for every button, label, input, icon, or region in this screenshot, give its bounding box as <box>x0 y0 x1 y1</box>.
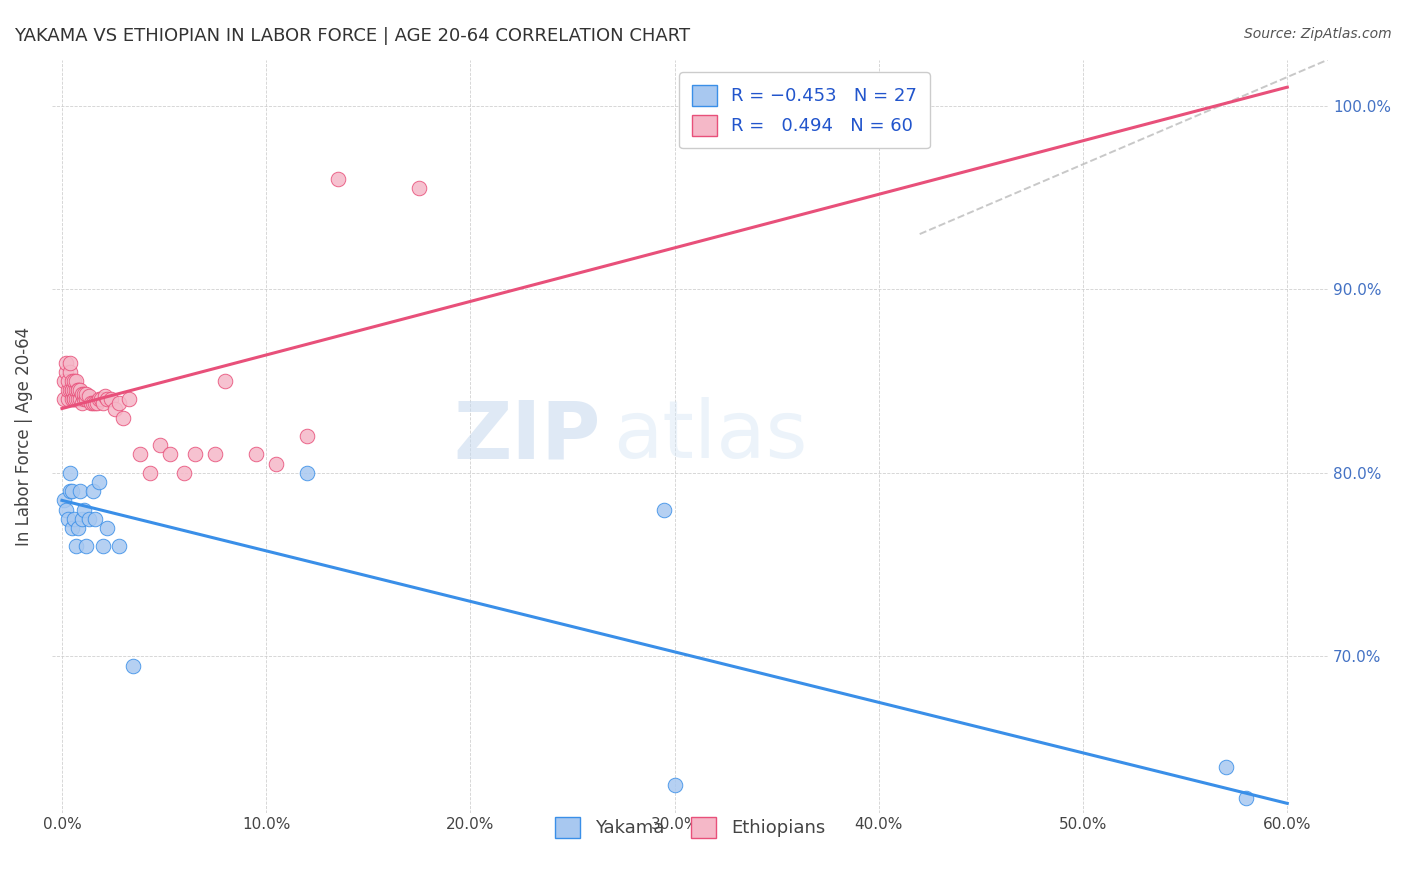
Y-axis label: In Labor Force | Age 20-64: In Labor Force | Age 20-64 <box>15 326 32 546</box>
Point <box>53 493 76 508</box>
Point <box>56 374 79 388</box>
Text: atlas: atlas <box>613 397 807 475</box>
Point <box>67 383 90 397</box>
Point <box>183 447 205 461</box>
Point <box>83 396 105 410</box>
Point <box>72 396 94 410</box>
Text: ZIP: ZIP <box>453 397 600 475</box>
Point <box>60 383 83 397</box>
Point <box>91 539 114 553</box>
Point <box>1215 759 1237 773</box>
Point <box>65 539 87 553</box>
Point <box>1236 790 1258 805</box>
Point <box>108 539 131 553</box>
Point <box>63 374 86 388</box>
Point <box>75 392 97 407</box>
Point <box>204 447 226 461</box>
Point <box>75 539 97 553</box>
Point <box>75 387 97 401</box>
Point <box>60 521 83 535</box>
Point <box>63 512 86 526</box>
Point <box>73 502 96 516</box>
Point <box>91 396 114 410</box>
Point <box>73 387 96 401</box>
Point <box>65 383 87 397</box>
Point <box>87 475 110 489</box>
Point <box>82 484 104 499</box>
Point <box>69 392 91 407</box>
Point <box>77 389 100 403</box>
Point <box>326 172 349 186</box>
Point <box>100 392 122 407</box>
Point <box>173 466 195 480</box>
Point <box>295 429 318 443</box>
Point <box>104 401 127 416</box>
Point <box>53 374 76 388</box>
Point <box>67 521 90 535</box>
Point <box>56 383 79 397</box>
Point <box>90 392 112 407</box>
Point <box>96 392 118 407</box>
Text: YAKAMA VS ETHIOPIAN IN LABOR FORCE | AGE 20-64 CORRELATION CHART: YAKAMA VS ETHIOPIAN IN LABOR FORCE | AGE… <box>14 27 690 45</box>
Point <box>65 392 87 407</box>
Point <box>63 383 86 397</box>
Point <box>63 392 86 407</box>
Point <box>55 356 77 370</box>
Point <box>295 466 318 480</box>
Point <box>59 356 82 370</box>
Point <box>128 447 150 461</box>
Point <box>72 387 94 401</box>
Point <box>118 392 141 407</box>
Point <box>94 389 117 403</box>
Point <box>56 512 79 526</box>
Text: Source: ZipAtlas.com: Source: ZipAtlas.com <box>1244 27 1392 41</box>
Point <box>60 374 83 388</box>
Point <box>86 396 108 410</box>
Point <box>266 457 288 471</box>
Point <box>139 466 162 480</box>
Legend: Yakama, Ethiopians: Yakama, Ethiopians <box>548 810 832 845</box>
Point <box>82 396 104 410</box>
Point <box>67 383 90 397</box>
Point <box>96 521 118 535</box>
Point <box>122 658 145 673</box>
Point <box>77 512 100 526</box>
Point <box>112 410 135 425</box>
Point <box>59 383 82 397</box>
Point <box>72 512 94 526</box>
Point <box>60 484 83 499</box>
Point <box>59 365 82 379</box>
Point <box>87 392 110 407</box>
Point <box>67 392 90 407</box>
Point <box>108 396 131 410</box>
Point <box>245 447 267 461</box>
Point <box>59 484 82 499</box>
Point <box>69 484 91 499</box>
Point <box>60 383 83 397</box>
Point <box>63 392 86 407</box>
Point <box>56 392 79 407</box>
Point <box>149 438 172 452</box>
Point <box>60 392 83 407</box>
Point <box>55 365 77 379</box>
Point <box>664 778 686 792</box>
Point <box>53 392 76 407</box>
Point <box>79 396 101 410</box>
Point <box>73 392 96 407</box>
Point <box>69 383 91 397</box>
Point <box>654 502 676 516</box>
Point <box>65 374 87 388</box>
Point <box>159 447 181 461</box>
Point <box>59 466 82 480</box>
Point <box>83 512 105 526</box>
Point <box>214 374 236 388</box>
Point <box>408 181 430 195</box>
Point <box>55 502 77 516</box>
